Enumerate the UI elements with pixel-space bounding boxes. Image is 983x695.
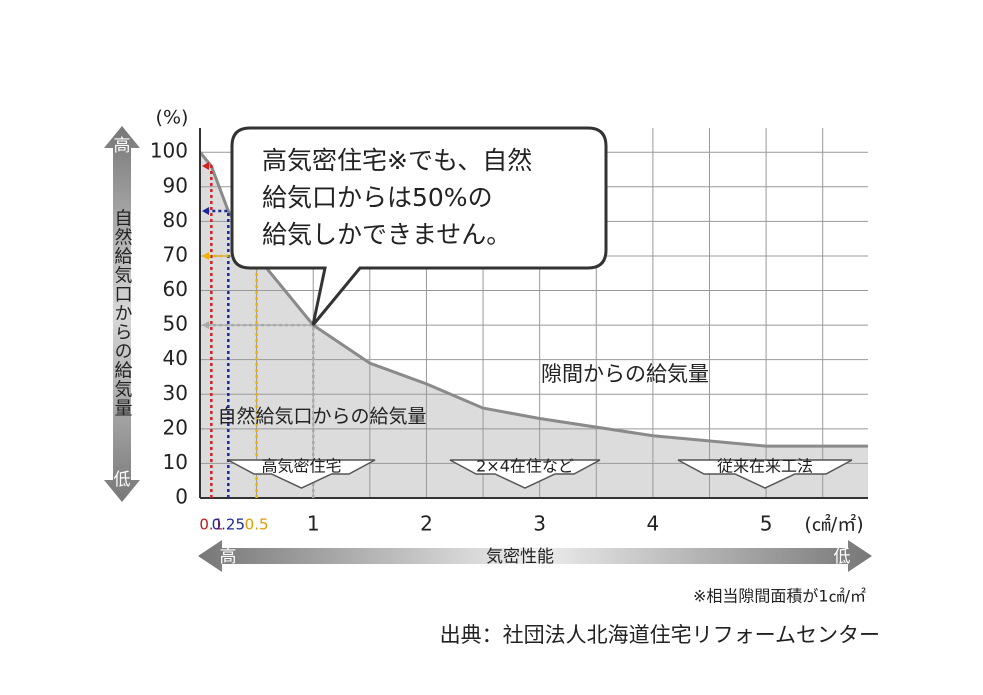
area-fill	[200, 152, 868, 498]
y-tick-label: 70	[163, 242, 188, 266]
house-type-label: 2×4在住など	[476, 457, 574, 476]
callout-line: 高気密住宅※でも、自然	[262, 146, 532, 175]
y-tick-label: 40	[163, 346, 188, 370]
x-tick-label: 0.1	[199, 516, 223, 534]
x-tick-label: 1	[307, 512, 320, 536]
x-axis-high: 高	[220, 547, 237, 567]
y-tick-label: 50	[163, 312, 188, 336]
house-type-arrow	[449, 459, 601, 489]
x-unit: (㎠/㎡)	[804, 513, 863, 536]
y-axis-label: 自然給気口からの給気量	[112, 208, 133, 417]
y-arrow	[104, 126, 140, 502]
callout-line: 給気口からは50%の	[262, 183, 493, 212]
y-tick-label: 10	[163, 450, 188, 474]
y-tick-label: 100	[150, 139, 188, 163]
y-tick-label: 20	[163, 415, 188, 439]
x-tick-label: 5	[760, 512, 773, 536]
reference-arrow	[202, 321, 209, 330]
x-arrow	[198, 540, 872, 572]
x-axis-low: 低	[834, 547, 851, 567]
y-axis-high: 高	[114, 136, 131, 156]
reference-arrow	[202, 251, 209, 260]
x-tick-label: 2	[420, 512, 433, 536]
area-label: 隙間からの給気量	[541, 362, 709, 386]
house-type-arrow	[227, 459, 376, 489]
y-axis-low: 低	[114, 470, 131, 490]
house-type-arrow	[677, 459, 853, 489]
x-tick-label: 0.5	[245, 516, 269, 534]
callout-box	[230, 126, 608, 326]
x-axis-label: 気密性能	[486, 547, 554, 567]
x-tick-label: 4	[647, 512, 660, 536]
source: 出典：社団法人北海道住宅リフォームセンター	[440, 623, 880, 647]
y-unit: (%)	[156, 107, 189, 129]
x-tick-label: 3	[533, 512, 546, 536]
reference-arrow	[202, 206, 209, 215]
y-tick-label: 0	[175, 485, 188, 509]
y-tick-label: 30	[163, 381, 188, 405]
y-tick-label: 60	[163, 277, 188, 301]
house-type-label: 従来在来工法	[717, 457, 813, 476]
area-label: 自然給気口からの給気量	[217, 406, 426, 428]
y-tick-label: 80	[163, 208, 188, 232]
house-type-label: 高気密住宅	[261, 457, 341, 476]
callout-line: 給気しかできません。	[262, 220, 511, 249]
x-tick-label: 0.25	[212, 516, 245, 534]
area-line	[198, 151, 868, 448]
footnote: ※相当隙間面積が1㎠/㎡	[693, 587, 866, 606]
reference-arrow	[202, 162, 209, 171]
y-tick-label: 90	[163, 173, 188, 197]
